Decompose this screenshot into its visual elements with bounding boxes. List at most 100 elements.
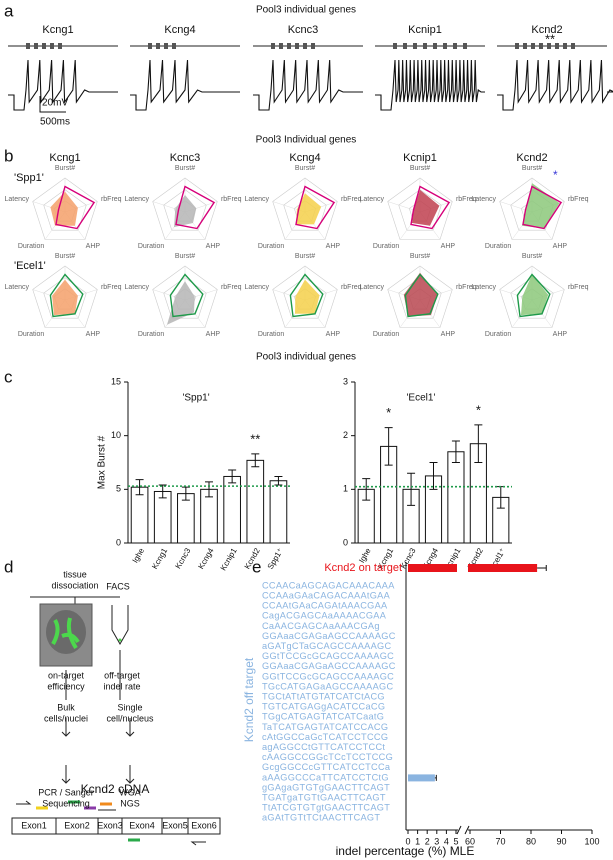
scale-label: 500ms — [40, 117, 70, 128]
stim-pulse — [423, 43, 427, 49]
radar-axis-label: rbFreq — [456, 284, 477, 291]
significance: ** — [250, 431, 260, 446]
significance: * — [386, 405, 391, 420]
panel-title: Pool3 Individual genes — [256, 135, 357, 146]
stim-pulse — [50, 43, 54, 49]
stim-pulse — [515, 43, 519, 49]
radar-outline — [295, 185, 336, 230]
error-bar — [158, 484, 167, 499]
error-bar — [384, 427, 393, 466]
off-target-sequence: cAAGGCCGGcTCcTCCTCCG — [262, 752, 393, 762]
radar-grid — [387, 265, 453, 328]
radar-axis-label: Latency — [360, 196, 385, 203]
error-bar — [274, 475, 283, 486]
radar-axis-label: Latency — [245, 196, 270, 203]
diagram-label: Single — [117, 702, 142, 712]
radar-axis-label: Duration — [485, 243, 512, 250]
y-tick-label: 0 — [343, 537, 348, 547]
stim-pulse — [413, 43, 417, 49]
x-tick-label: 60 — [465, 836, 475, 846]
x-tick-label: 2 — [425, 836, 430, 846]
stim-pulse — [172, 43, 176, 49]
exon-label: Exon4 — [129, 820, 155, 830]
workflow-diagram — [11, 596, 221, 846]
error-bar — [181, 486, 190, 501]
error-bar — [537, 565, 547, 571]
diagram-label: NGS — [120, 798, 140, 808]
off-target-sequence: CCAAtGAaCAGAtAAACGAA — [262, 601, 388, 611]
exon-label: Exon6 — [191, 820, 217, 830]
stim-pulse — [156, 43, 160, 49]
gene-label: Kcnip1 — [408, 24, 442, 36]
radar-axis-label: Latency — [125, 196, 150, 203]
radar-axis-label: Burst# — [295, 253, 315, 260]
diagram-label: Bulk — [57, 702, 75, 712]
radar-fill — [521, 274, 549, 316]
radar-outline — [516, 273, 551, 318]
stim-pulse — [393, 43, 397, 49]
radar-fill — [296, 193, 322, 225]
gene-label: Kcng1 — [49, 152, 80, 164]
axis-break — [456, 825, 470, 835]
error-bar — [451, 440, 460, 463]
radar-axis-label: rbFreq — [101, 196, 122, 203]
radar-outline — [404, 273, 439, 318]
chart-subtitle: 'Spp1' — [182, 393, 209, 404]
off-target-sequence: CCAACaAGCAGACAAACAAA — [262, 580, 395, 590]
off-target-sequence: TGTCATGAGgACATCCaCG — [262, 702, 385, 712]
panel-label: c — [4, 367, 13, 386]
radar-axis-label: Latency — [245, 284, 270, 291]
stim-pulse — [271, 43, 275, 49]
voltage-trace — [130, 59, 240, 111]
stim-pulse — [34, 43, 38, 49]
x-tick-label: 5 — [453, 836, 458, 846]
voltage-trace — [8, 59, 118, 111]
radar-axis-label: Burst# — [410, 165, 430, 172]
stim-pulse — [58, 43, 62, 49]
off-target-sequence: TGCtATtATGTATCATCtACG — [262, 692, 385, 702]
stim-pulse — [403, 43, 407, 49]
y-tick-label: 3 — [343, 376, 348, 386]
x-tick-label: Kcng4 — [196, 546, 215, 571]
bar — [153, 490, 172, 544]
radar-axis-label: rbFreq — [568, 196, 589, 203]
diagram-label: tissue — [63, 569, 87, 579]
x-tick-label: Ighe — [131, 546, 147, 564]
row-label: 'Ecel1' — [14, 260, 46, 272]
gene-label: Kcnip1 — [403, 152, 437, 164]
y-tick-label: 10 — [111, 430, 121, 440]
radar-axis-label: Duration — [258, 243, 285, 250]
radar-axis-label: rbFreq — [341, 284, 362, 291]
radar-axis-label: Latency — [472, 284, 497, 291]
on-target-label: Kcnd2 on target — [324, 562, 402, 574]
diagram-label: cells/nuclei — [44, 713, 88, 723]
gene-label: Kcnc3 — [288, 24, 319, 36]
off-target-sequence: aGAtTGTtTCtAACTTCAGT — [262, 813, 380, 823]
bar — [200, 488, 218, 544]
diagram-label: Sequencing — [42, 798, 90, 808]
stim-pulse — [547, 43, 551, 49]
stim-pulse — [311, 43, 315, 49]
radar-axis-label: Latency — [125, 284, 150, 291]
radar-fill — [174, 195, 197, 228]
gene-label: Kcng4 — [164, 24, 195, 36]
radar-outline — [522, 185, 563, 230]
x-tick-label: 100 — [584, 836, 599, 846]
scale-label: 20mV — [42, 98, 68, 109]
radar-axis-label: Burst# — [175, 165, 195, 172]
radar-grid — [43, 277, 87, 319]
radar-axis-label: rbFreq — [101, 284, 122, 291]
radar-axis-label: AHP — [441, 331, 456, 338]
error-bar — [135, 479, 144, 496]
stim-pulse — [287, 43, 291, 49]
stim-pulse — [279, 43, 283, 49]
diagram-label: efficiency — [47, 681, 85, 691]
radar-axis-label: Burst# — [410, 253, 430, 260]
x-axis-label: indel percentage (%) MLE — [336, 844, 475, 858]
radar-axis-label: Duration — [18, 331, 45, 338]
gene-label: Kcng1 — [42, 24, 73, 36]
y-tick-label: 2 — [343, 430, 348, 440]
radar-fill — [522, 183, 560, 229]
radar-axis-label: Burst# — [295, 165, 315, 172]
radar-outline — [175, 185, 216, 230]
